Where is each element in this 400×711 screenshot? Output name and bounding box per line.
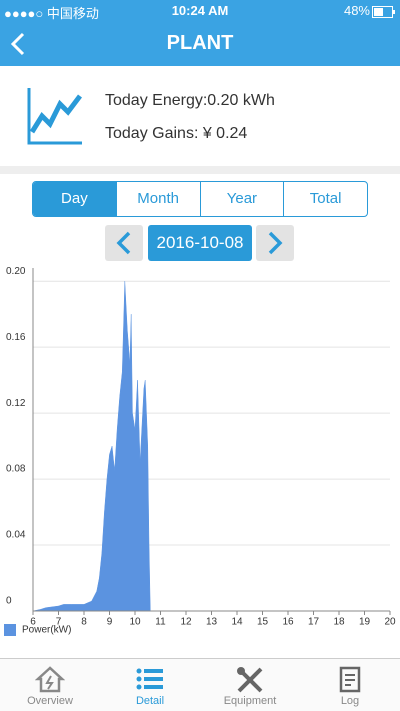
x-tick-label: 8 <box>81 617 87 628</box>
battery-level: 48% <box>343 3 370 18</box>
legend-label: Power(kW) <box>22 625 71 636</box>
tab-bar: Overview Detail Equipment Log <box>0 658 400 711</box>
x-tick-label: 12 <box>180 617 192 628</box>
log-icon <box>339 666 361 693</box>
nav-overview[interactable]: Overview <box>0 659 100 711</box>
x-tick-label: 18 <box>333 617 345 628</box>
y-tick-label: 0.20 <box>6 266 26 277</box>
power-chart: 0 0.04 0.08 0.12 0.16 0.20 6 7 8 9 10 11 12 13 14 15 16 1… <box>4 266 396 636</box>
tab-month[interactable]: Month <box>115 182 200 216</box>
x-tick-label: 7 <box>56 617 62 628</box>
carrier: ●●●●○ 中国移动 <box>4 6 99 21</box>
prev-date[interactable] <box>105 225 143 261</box>
y-tick-label: 0.16 <box>6 332 26 343</box>
x-tick-label: 10 <box>129 617 141 628</box>
x-tick-label: 20 <box>384 617 396 628</box>
separator <box>0 166 400 174</box>
x-tick-label: 16 <box>282 617 294 628</box>
today-energy: Today Energy:0.20 kWh <box>105 92 275 109</box>
nav-log[interactable]: Log <box>300 659 400 711</box>
tab-day[interactable]: Day <box>33 182 116 216</box>
back-button[interactable] <box>8 30 28 58</box>
nav-label: Log <box>340 695 360 707</box>
period-tabs: Day Month Year Total <box>32 181 368 217</box>
x-tick-label: 13 <box>206 617 218 628</box>
clock: 10:24 AM <box>171 3 229 18</box>
detail-icon <box>136 668 163 690</box>
nav-label: Overview <box>27 695 73 707</box>
nav-label: Equipment <box>223 695 277 707</box>
nav-label: Detail <box>135 695 165 707</box>
equipment-icon <box>237 667 263 693</box>
x-tick-label: 14 <box>231 617 243 628</box>
x-tick-label: 17 <box>308 617 320 628</box>
x-tick-label: 19 <box>359 617 371 628</box>
battery-icon <box>372 6 395 18</box>
header-bar: ●●●●○ 中国移动 10:24 AM 48% PLANT <box>0 0 400 66</box>
area <box>32 281 390 612</box>
x-tick-label: 11 <box>155 617 166 628</box>
page-title: PLANT <box>166 32 234 54</box>
y-tick-label: 0 <box>6 596 12 607</box>
x-tick-label: 6 <box>30 617 36 628</box>
y-tick-label: 0.04 <box>6 530 26 541</box>
x-tick-label: 9 <box>107 617 113 628</box>
today-gains: Today Gains: ¥ 0.24 <box>105 125 248 142</box>
energy-icon <box>27 88 82 145</box>
nav-detail[interactable]: Detail <box>100 659 200 711</box>
overview-icon <box>35 666 65 693</box>
next-date[interactable] <box>256 225 294 261</box>
tab-total[interactable]: Total <box>283 182 367 216</box>
legend-swatch <box>4 624 16 636</box>
y-tick-label: 0.08 <box>6 464 26 475</box>
y-tick-label: 0.12 <box>6 398 26 409</box>
x-tick-label: 15 <box>257 617 269 628</box>
nav-equipment[interactable]: Equipment <box>200 659 300 711</box>
date-label[interactable]: 2016-10-08 <box>148 225 252 261</box>
tab-year[interactable]: Year <box>199 182 284 216</box>
